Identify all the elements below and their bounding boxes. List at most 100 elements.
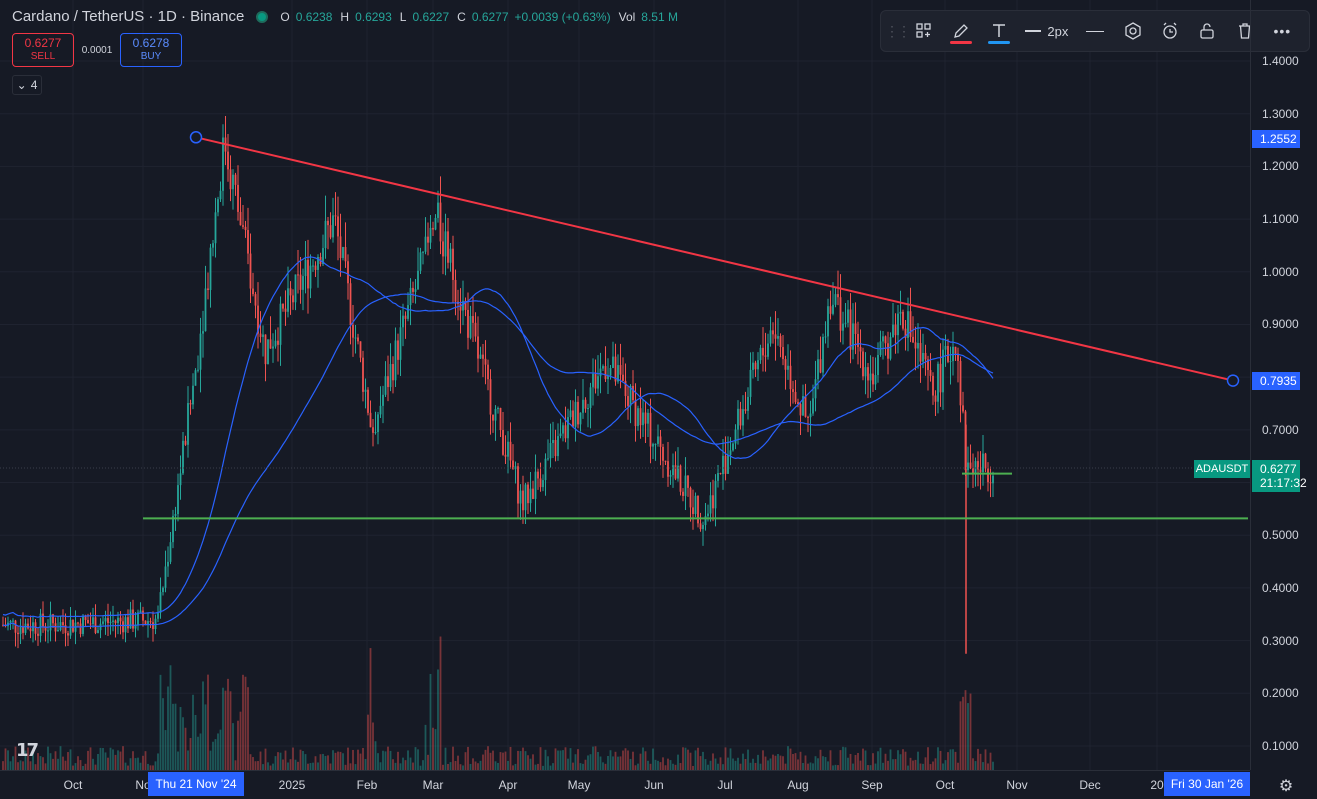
volume-bar xyxy=(669,760,672,770)
candle-body xyxy=(592,373,594,388)
volume-bar xyxy=(609,750,612,770)
volume-bar xyxy=(232,723,234,770)
candle-body xyxy=(414,289,417,292)
volume-bar xyxy=(579,763,582,770)
candle-body xyxy=(649,412,652,447)
candle-body xyxy=(174,514,177,516)
volume-bar xyxy=(397,751,399,770)
line-width-button[interactable]: 2px xyxy=(1017,14,1076,48)
candle-body xyxy=(267,339,269,365)
time-scale[interactable] xyxy=(0,770,1250,799)
alert-button[interactable] xyxy=(1151,14,1188,48)
volume-bar xyxy=(574,754,577,770)
candle-body xyxy=(387,376,389,388)
candle-body xyxy=(899,311,902,314)
buy-price: 0.6278 xyxy=(132,36,170,50)
volume-bar xyxy=(649,763,652,770)
volume-bar xyxy=(929,764,932,770)
candle-body xyxy=(747,396,749,411)
candle-body xyxy=(492,414,494,421)
volume-bar xyxy=(344,764,347,770)
volume-bar xyxy=(2,761,4,770)
candle-body xyxy=(402,315,404,328)
sell-button[interactable]: 0.6277 SELL xyxy=(12,33,74,67)
candle-body xyxy=(599,368,602,377)
price-tick: 1.1000 xyxy=(1262,212,1299,227)
candle-body xyxy=(874,375,877,385)
volume-bar xyxy=(687,749,689,770)
volume-bar xyxy=(867,765,869,770)
close-value: 0.6277 xyxy=(471,9,509,24)
candle-body xyxy=(529,488,532,504)
volume-bar xyxy=(264,748,267,770)
candle-body xyxy=(462,300,464,311)
candle-body xyxy=(192,385,194,405)
candle-body xyxy=(934,395,937,402)
candle-body xyxy=(604,366,607,380)
candle-body xyxy=(699,523,702,530)
volume-bar xyxy=(704,759,707,770)
candle-body xyxy=(559,433,562,437)
volume-bar xyxy=(564,747,567,770)
candle-body xyxy=(669,475,672,477)
volume-bar xyxy=(582,763,584,770)
line-color-button[interactable] xyxy=(942,14,979,48)
candle-body xyxy=(937,363,939,402)
trendline-lower-price-label: 0.7935 xyxy=(1252,372,1300,390)
templates-button[interactable] xyxy=(905,14,942,48)
chart-canvas[interactable] xyxy=(0,0,1250,770)
volume-bar xyxy=(607,756,609,770)
volume-bar xyxy=(524,751,527,770)
candle-body xyxy=(702,525,704,530)
buy-button[interactable]: 0.6278 BUY xyxy=(120,33,182,67)
volume-bar xyxy=(522,747,524,770)
volume-bar xyxy=(734,760,737,770)
line-style-button[interactable] xyxy=(1076,14,1113,48)
candle-body xyxy=(569,410,572,418)
more-button[interactable]: ••• xyxy=(1264,14,1301,48)
volume-bar xyxy=(92,758,94,770)
candle-body xyxy=(234,174,237,185)
volume-bar xyxy=(572,762,574,770)
volume-bar xyxy=(177,751,179,770)
indicators-collapse-button[interactable]: ⌄ 4 xyxy=(12,75,42,95)
lock-button[interactable] xyxy=(1189,14,1226,48)
trade-panel: 0.6277 SELL 0.0001 0.6278 BUY xyxy=(12,33,182,67)
settings-button[interactable] xyxy=(1114,14,1151,48)
volume-bar xyxy=(84,763,87,770)
symbol-title[interactable]: Cardano / TetherUS · 1D · Binance xyxy=(12,8,245,25)
drag-handle-icon[interactable]: ⋮⋮ xyxy=(885,22,911,39)
price-tick: 0.1000 xyxy=(1262,739,1299,753)
volume-bar xyxy=(957,762,959,770)
candle-body xyxy=(239,211,242,226)
price-scale[interactable] xyxy=(1250,0,1317,770)
volume-bar xyxy=(52,758,54,770)
candle-body xyxy=(612,356,614,369)
delete-button[interactable] xyxy=(1226,14,1263,48)
candle-body xyxy=(429,227,432,243)
volume-bar xyxy=(977,748,979,770)
volume-bar xyxy=(702,751,704,770)
candle-body xyxy=(572,410,574,427)
candle-body xyxy=(607,375,609,380)
candle-body xyxy=(127,617,129,629)
volume-bar xyxy=(554,748,557,770)
candle-body xyxy=(47,630,49,632)
volume-bar xyxy=(499,752,502,770)
volume-bar xyxy=(952,749,954,770)
chart-settings-gear-icon[interactable]: ⚙ xyxy=(1278,778,1294,795)
volume-bar xyxy=(317,762,319,770)
candle-body xyxy=(504,454,507,457)
volume-bar xyxy=(57,758,59,770)
indicator-count: 4 xyxy=(30,78,38,92)
candle-body xyxy=(499,407,502,431)
volume-bar xyxy=(62,756,64,770)
pencil-icon xyxy=(954,24,969,38)
volume-bar xyxy=(372,722,374,770)
candle-body xyxy=(327,220,329,226)
drawing-toolbar: ⋮⋮ 2px ••• xyxy=(880,10,1310,52)
candle-body xyxy=(557,436,559,457)
candle-body xyxy=(257,305,259,334)
text-color-button[interactable] xyxy=(980,14,1017,48)
volume-bar xyxy=(939,750,942,770)
